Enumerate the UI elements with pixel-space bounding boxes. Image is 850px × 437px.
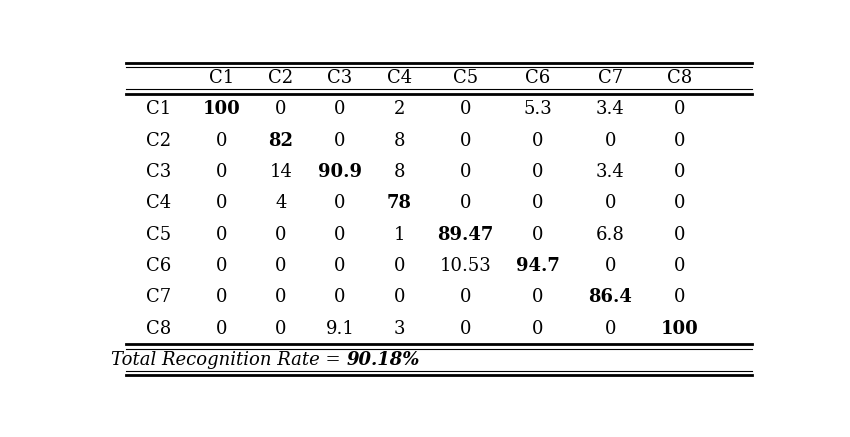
Text: 0: 0 <box>604 194 616 212</box>
Text: 0: 0 <box>460 194 471 212</box>
Text: 0: 0 <box>216 257 227 275</box>
Text: 0: 0 <box>460 319 471 337</box>
Text: 89.47: 89.47 <box>437 225 494 244</box>
Text: 0: 0 <box>673 225 685 244</box>
Text: 14: 14 <box>269 163 292 181</box>
Text: 10.53: 10.53 <box>439 257 491 275</box>
Text: 0: 0 <box>673 288 685 306</box>
Text: 0: 0 <box>216 225 227 244</box>
Text: 0: 0 <box>216 132 227 150</box>
Text: 94.7: 94.7 <box>516 257 559 275</box>
Text: 0: 0 <box>460 101 471 118</box>
Text: 0: 0 <box>673 132 685 150</box>
Text: C5: C5 <box>146 225 172 244</box>
Text: C6: C6 <box>146 257 172 275</box>
Text: 0: 0 <box>532 132 543 150</box>
Text: 1: 1 <box>394 225 405 244</box>
Text: 0: 0 <box>460 288 471 306</box>
Text: 3.4: 3.4 <box>596 163 625 181</box>
Text: 2: 2 <box>394 101 405 118</box>
Text: 0: 0 <box>460 163 471 181</box>
Text: 0: 0 <box>334 225 346 244</box>
Text: C8: C8 <box>666 69 692 87</box>
Text: 0: 0 <box>673 163 685 181</box>
Text: 0: 0 <box>275 101 286 118</box>
Text: 0: 0 <box>216 288 227 306</box>
Text: 0: 0 <box>394 288 405 306</box>
Text: 82: 82 <box>269 132 293 150</box>
Text: 90.18%: 90.18% <box>347 351 420 369</box>
Text: C3: C3 <box>327 69 353 87</box>
Text: C4: C4 <box>387 69 412 87</box>
Text: 0: 0 <box>275 257 286 275</box>
Text: 3: 3 <box>394 319 405 337</box>
Text: 0: 0 <box>604 319 616 337</box>
Text: 0: 0 <box>673 101 685 118</box>
Text: C2: C2 <box>269 69 293 87</box>
Text: 0: 0 <box>604 132 616 150</box>
Text: C1: C1 <box>146 101 172 118</box>
Text: 0: 0 <box>460 132 471 150</box>
Text: 0: 0 <box>334 288 346 306</box>
Text: Total Recognition Rate =: Total Recognition Rate = <box>111 351 347 369</box>
Text: 0: 0 <box>673 257 685 275</box>
Text: 0: 0 <box>275 319 286 337</box>
Text: 8: 8 <box>394 132 405 150</box>
Text: 4: 4 <box>275 194 286 212</box>
Text: C3: C3 <box>146 163 172 181</box>
Text: 0: 0 <box>532 194 543 212</box>
Text: 0: 0 <box>334 257 346 275</box>
Text: C7: C7 <box>598 69 623 87</box>
Text: 0: 0 <box>532 163 543 181</box>
Text: C4: C4 <box>146 194 172 212</box>
Text: 0: 0 <box>532 225 543 244</box>
Text: 6.8: 6.8 <box>596 225 625 244</box>
Text: 0: 0 <box>532 288 543 306</box>
Text: 0: 0 <box>334 101 346 118</box>
Text: 0: 0 <box>604 257 616 275</box>
Text: C2: C2 <box>146 132 172 150</box>
Text: C8: C8 <box>146 319 172 337</box>
Text: 0: 0 <box>673 194 685 212</box>
Text: C7: C7 <box>146 288 172 306</box>
Text: 86.4: 86.4 <box>588 288 632 306</box>
Text: 0: 0 <box>394 257 405 275</box>
Text: 78: 78 <box>387 194 412 212</box>
Text: 90.9: 90.9 <box>318 163 362 181</box>
Text: 0: 0 <box>275 225 286 244</box>
Text: C5: C5 <box>453 69 478 87</box>
Text: 0: 0 <box>334 132 346 150</box>
Text: 0: 0 <box>216 319 227 337</box>
Text: 3.4: 3.4 <box>596 101 625 118</box>
Text: 100: 100 <box>202 101 241 118</box>
Text: 0: 0 <box>216 163 227 181</box>
Text: 100: 100 <box>660 319 698 337</box>
Text: 9.1: 9.1 <box>326 319 354 337</box>
Text: C6: C6 <box>525 69 550 87</box>
Text: 8: 8 <box>394 163 405 181</box>
Text: 0: 0 <box>532 319 543 337</box>
Text: C1: C1 <box>209 69 234 87</box>
Text: 0: 0 <box>275 288 286 306</box>
Text: 0: 0 <box>334 194 346 212</box>
Text: 0: 0 <box>216 194 227 212</box>
Text: 5.3: 5.3 <box>524 101 552 118</box>
